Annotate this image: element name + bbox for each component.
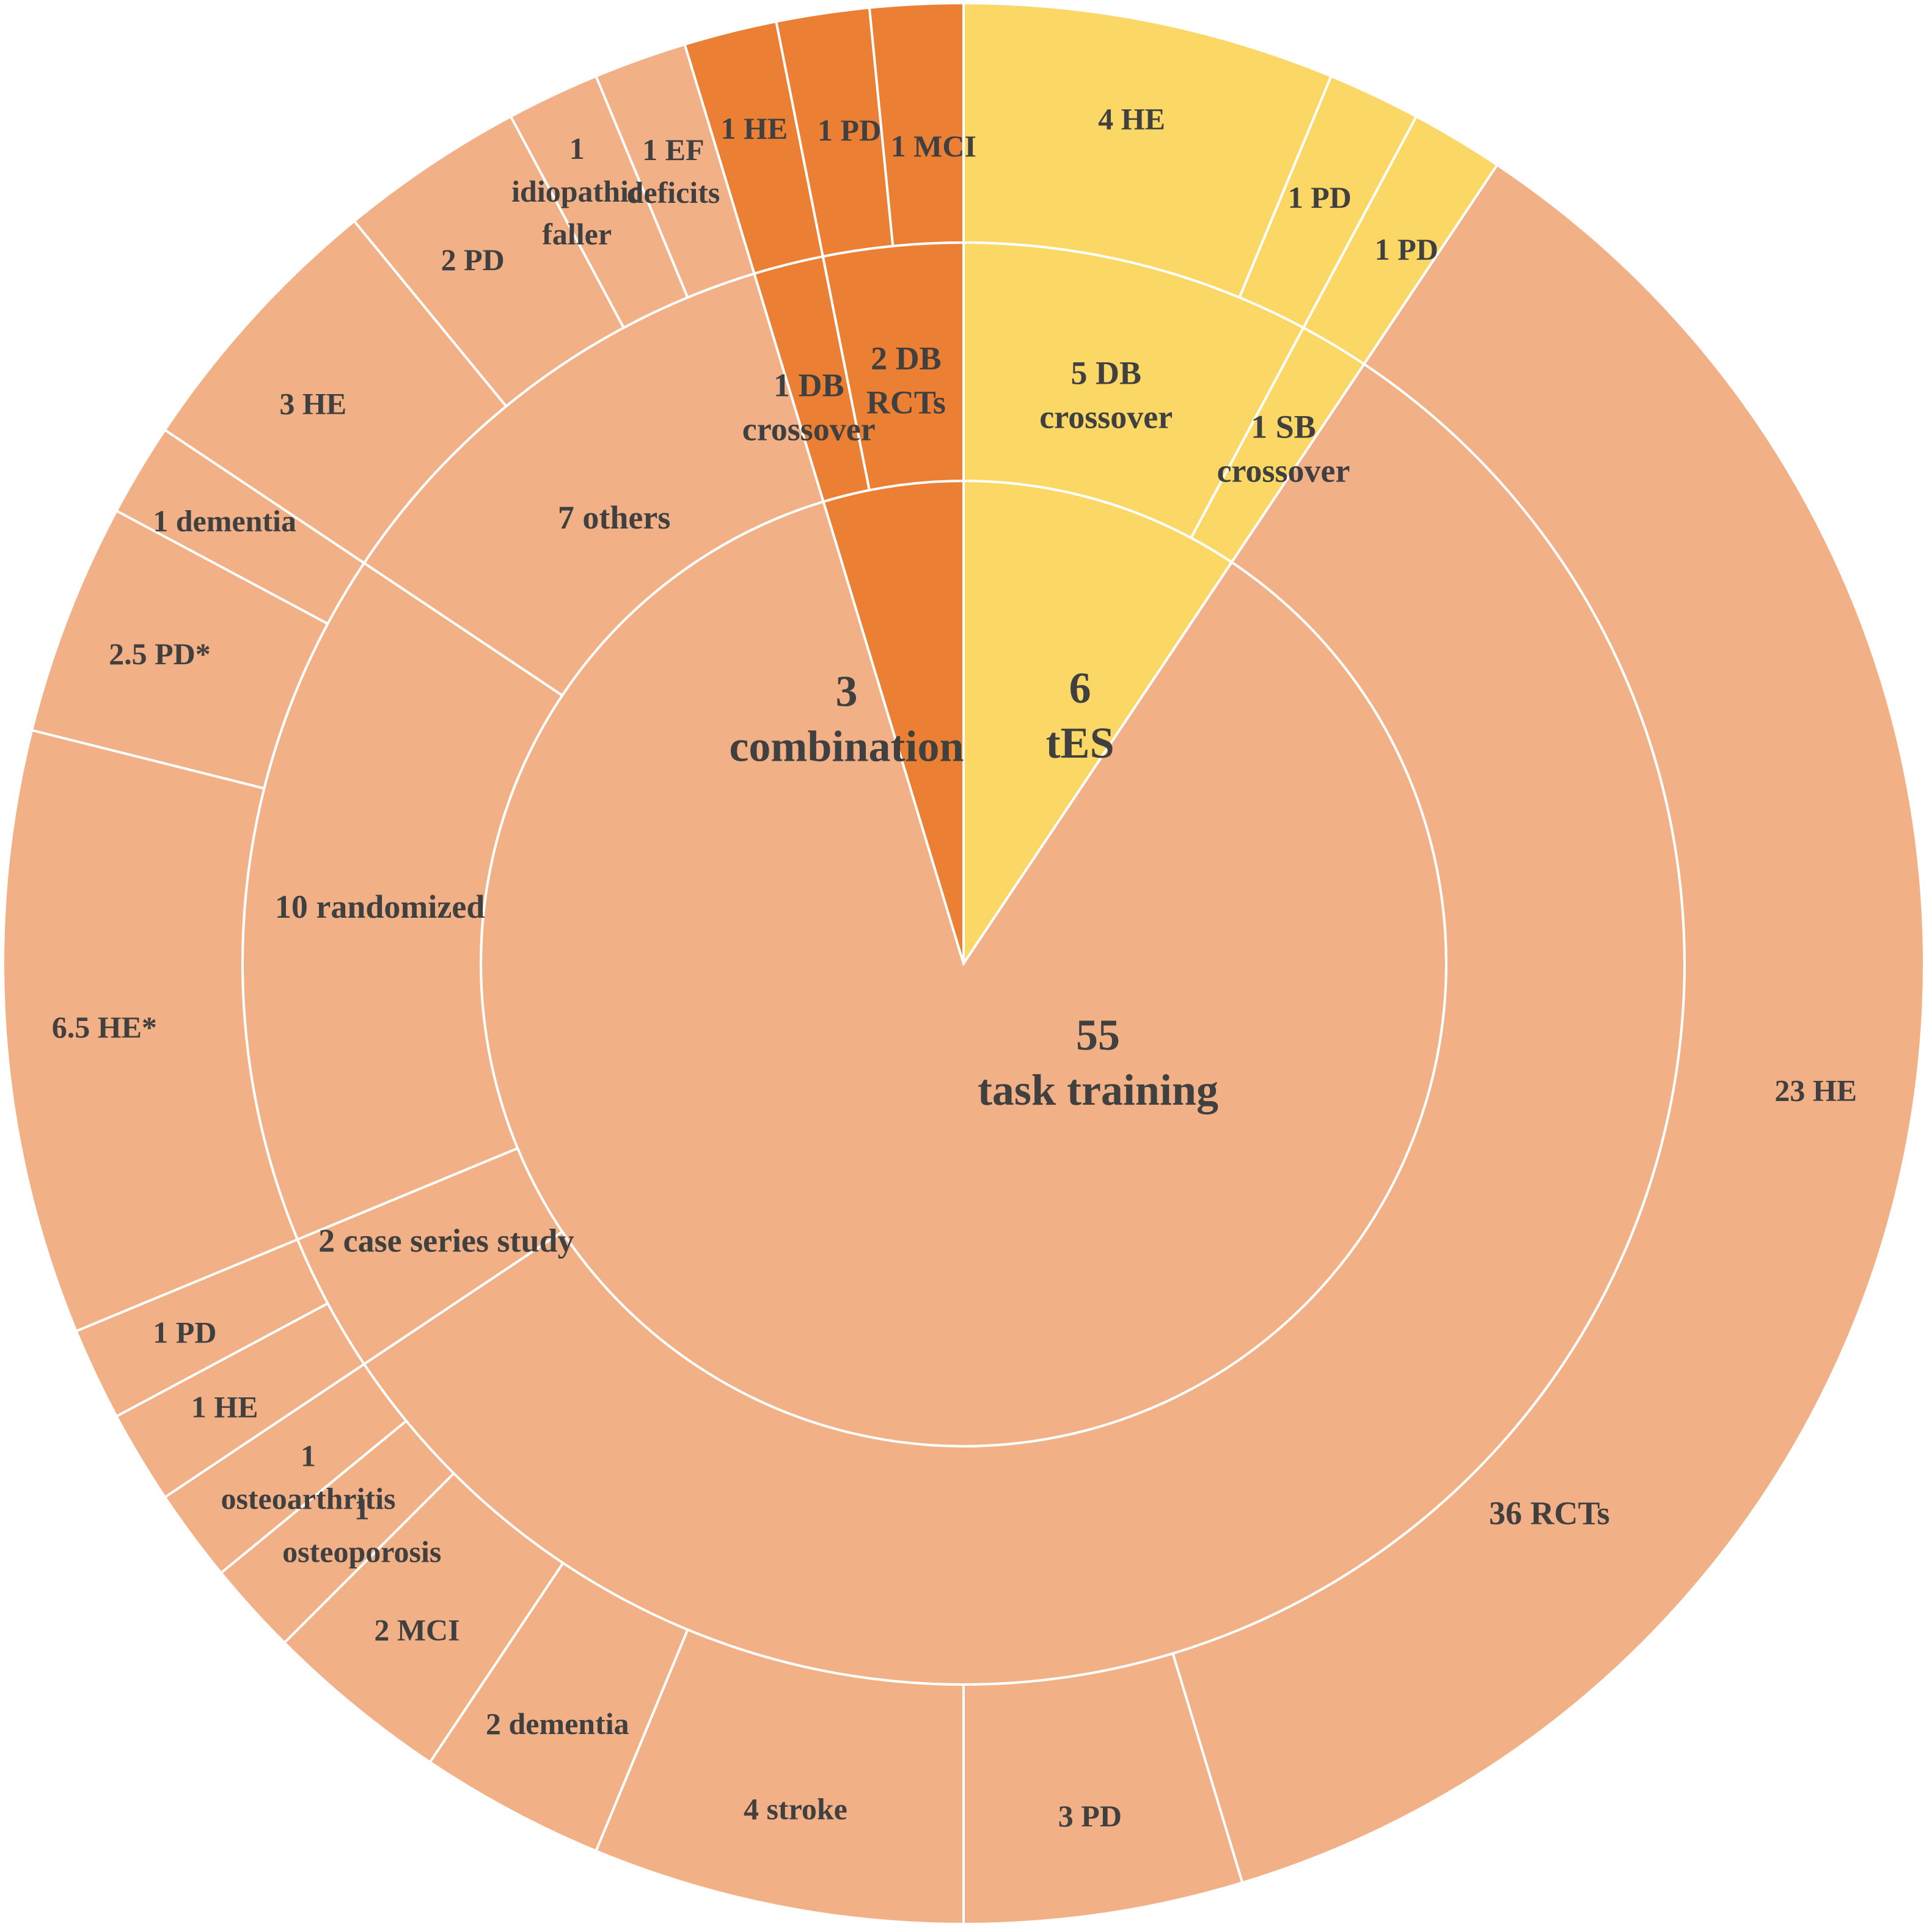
label-line-task-training-1: task training (978, 1066, 1218, 1114)
label-tt-7-others: 7 others (558, 499, 670, 536)
label-line-combination-0: 3 (835, 667, 857, 715)
label-tt-3-he: 3 HE (279, 387, 346, 421)
label-line-combination-1: combination (729, 722, 964, 770)
label-line-tt-1-dementia-0: 1 dementia (153, 504, 296, 538)
label-tt-1-he: 1 HE (191, 1389, 258, 1424)
label-line-tes-5-db-crossover-0: 5 DB (1071, 355, 1142, 392)
label-tt-2-dementia: 2 dementia (486, 1707, 629, 1741)
label-tes-5-db-crossover: 5 DB crossover (1039, 355, 1173, 436)
label-tt-10-randomized: 10 randomized (275, 888, 485, 925)
segment-tt-23-he (1171, 163, 1926, 1884)
label-line-comb-1-db-crossover-0: 1 DB (774, 367, 844, 404)
label-line-tt-3-pd-0: 3 PD (1058, 1799, 1122, 1833)
label-line-tes-5-db-crossover-1: crossover (1039, 399, 1173, 436)
label-line-comb-1-mci-0: 1 MCI (891, 129, 976, 163)
label-line-tt-2-pd-0: 2 PD (441, 243, 505, 277)
label-line-comb-2-db-rcts-1: RCTs (866, 384, 946, 421)
label-line-tt-1-he-0: 1 HE (191, 1389, 258, 1424)
label-tt-1-dementia: 1 dementia (153, 504, 296, 538)
label-tt-2-5-pd: 2.5 PD* (109, 637, 211, 671)
label-line-tt-1-pd-0: 1 PD (153, 1315, 216, 1349)
label-line-tt-1-ef-deficits-1: deficits (627, 175, 720, 210)
label-line-tt-1-osteoarthritis-0: 1 (301, 1438, 316, 1473)
label-line-tt-3-he-0: 3 HE (279, 387, 346, 421)
label-tt-1-idiopathic-faller: 1 idiopathic faller (511, 131, 642, 251)
label-comb-1-he: 1 HE (721, 111, 788, 145)
label-tes-1-sb-crossover: 1 SB crossover (1217, 408, 1350, 489)
label-tt-1-osteoporosis: 1 osteoporosis (282, 1491, 441, 1568)
label-line-tt-2-mci-0: 2 MCI (374, 1612, 459, 1647)
label-line-tt-4-stroke-0: 4 stroke (744, 1791, 847, 1826)
label-tt-2-pd: 2 PD (441, 243, 505, 277)
label-line-tt-1-osteoarthritis-1: osteoarthritis (221, 1481, 395, 1515)
label-tt-6-5-he: 6.5 HE* (52, 1010, 157, 1044)
label-line-comb-2-db-rcts-0: 2 DB (871, 340, 942, 377)
label-line-tt-1-osteoporosis-1: osteoporosis (282, 1534, 441, 1568)
label-tt-4-stroke: 4 stroke (744, 1791, 847, 1826)
label-combination: 3 combination (729, 667, 964, 770)
label-tt-1-pd: 1 PD (153, 1315, 216, 1349)
label-tt-2-case-series: 2 case series study (318, 1222, 574, 1259)
label-line-tt-7-others-0: 7 others (558, 499, 670, 536)
label-line-tt-1-idiopathic-faller-1: idiopathic (511, 174, 642, 208)
label-line-tes-1: tES (1046, 719, 1114, 767)
label-line-tt-1-osteoporosis-0: 1 (354, 1491, 370, 1526)
label-tt-36-rcts: 36 RCTs (1489, 1495, 1610, 1532)
label-line-tes-4-he-0: 4 HE (1098, 102, 1165, 136)
label-line-tt-2-5-pd-0: 2.5 PD* (109, 637, 211, 671)
label-line-task-training-0: 55 (1076, 1011, 1120, 1059)
label-line-comb-1-pd-0: 1 PD (818, 113, 881, 147)
label-tes-4-he: 4 HE (1098, 102, 1165, 136)
label-tt-2-mci: 2 MCI (374, 1612, 459, 1647)
label-line-tt-1-idiopathic-faller-2: faller (542, 217, 612, 251)
label-tt-1-osteoarthritis: 1 osteoarthritis (221, 1438, 395, 1515)
label-line-tt-10-randomized-0: 10 randomized (275, 888, 485, 925)
label-tes: 6 tES (1046, 664, 1114, 767)
label-comb-1-pd: 1 PD (818, 113, 881, 147)
chart-labels: 6 tES 55 task training 3 combination 5 DB cross… (52, 102, 1857, 1834)
label-tt-23-he: 23 HE (1774, 1073, 1857, 1107)
label-tt-1-ef-deficits: 1 EF deficits (627, 133, 720, 210)
label-comb-1-db-crossover: 1 DB crossover (742, 367, 876, 448)
label-line-tes-1-sb-crossover-0: 1 SB (1251, 408, 1316, 445)
label-tes-1-pd-b: 1 PD (1375, 232, 1438, 266)
label-line-tt-6-5-he-0: 6.5 HE* (52, 1010, 157, 1044)
label-line-tt-1-idiopathic-faller-0: 1 (569, 131, 585, 166)
segment-comb-1-mci (868, 1, 965, 247)
label-line-tt-1-ef-deficits-0: 1 EF (642, 133, 704, 167)
label-tt-3-pd: 3 PD (1058, 1799, 1122, 1833)
label-tes-1-pd-a: 1 PD (1288, 180, 1352, 214)
label-task-training: 55 task training (978, 1011, 1218, 1114)
label-line-tes-1-sb-crossover-1: crossover (1217, 452, 1350, 489)
label-line-tt-2-case-series-0: 2 case series study (318, 1222, 574, 1259)
label-line-comb-1-db-crossover-1: crossover (742, 411, 876, 448)
label-line-tt-23-he-0: 23 HE (1774, 1073, 1857, 1107)
label-line-tes-0: 6 (1069, 664, 1091, 712)
label-line-tes-1-pd-b-0: 1 PD (1375, 232, 1438, 266)
label-comb-1-mci: 1 MCI (891, 129, 976, 163)
label-line-tt-2-dementia-0: 2 dementia (486, 1707, 629, 1741)
label-comb-2-db-rcts: 2 DB RCTs (866, 340, 946, 421)
label-line-tt-36-rcts-0: 36 RCTs (1489, 1495, 1610, 1532)
label-line-comb-1-he-0: 1 HE (721, 111, 788, 145)
label-line-tes-1-pd-a-0: 1 PD (1288, 180, 1352, 214)
